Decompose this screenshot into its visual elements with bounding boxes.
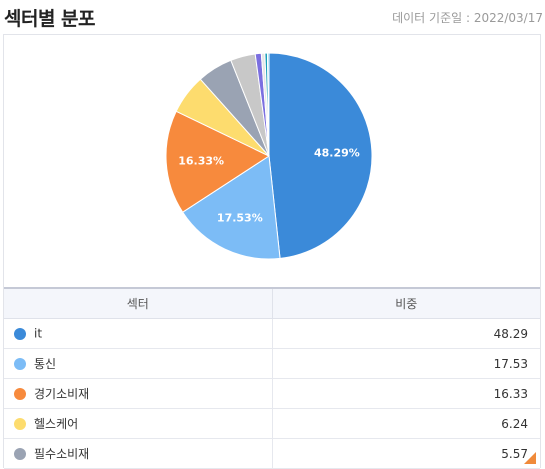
- pie-slice[interactable]: [266, 52, 270, 157]
- pie-chart-svg: 48.29% 17.53% 16.33%: [165, 52, 373, 260]
- slice-data-label: 16.33%: [178, 154, 224, 167]
- slice-data-label: 17.53%: [217, 211, 263, 224]
- slice-data-label: 48.29%: [314, 146, 360, 159]
- legend-dot-icon: [14, 327, 26, 340]
- sector-cell: 경기소비재: [4, 378, 273, 409]
- pie-slice[interactable]: [268, 52, 373, 259]
- table-row: 헬스케어 6.24: [4, 408, 540, 439]
- table-row: 경기소비재 16.33: [4, 378, 540, 409]
- legend-dot-icon: [14, 447, 26, 460]
- weight-cell: 17.53: [272, 348, 540, 379]
- table-row: 통신 17.53: [4, 348, 540, 379]
- sector-name: 필수소비재: [34, 447, 90, 461]
- sector-name: 헬스케어: [34, 417, 79, 431]
- weight-cell: 6.24: [272, 408, 540, 439]
- sector-name: 경기소비재: [34, 387, 90, 401]
- sector-cell: it: [4, 318, 273, 349]
- weight-cell: 5.57: [272, 438, 540, 469]
- page-title: 섹터별 분포: [4, 8, 96, 30]
- sector-distribution-card: 48.29% 17.53% 16.33% 섹터 비중 it 48.29 통신 17.53 경…: [3, 34, 541, 469]
- sector-pie-chart: 48.29% 17.53% 16.33%: [4, 35, 540, 287]
- resize-corner-icon[interactable]: [524, 452, 536, 464]
- sector-name: it: [34, 326, 43, 341]
- pie-slice[interactable]: [165, 110, 271, 213]
- data-reference-date: 데이터 기준일 : 2022/03/17: [392, 11, 543, 25]
- weight-cell: 48.29: [272, 318, 540, 349]
- column-header-weight: 비중: [272, 287, 540, 319]
- sector-name: 통신: [34, 357, 57, 371]
- legend-dot-icon: [14, 387, 26, 400]
- table-row: 필수소비재 5.57: [4, 438, 540, 469]
- sector-table: 섹터 비중 it 48.29 통신 17.53 경기소비재 16.33 헬스케어 6.24 필수…: [4, 287, 540, 469]
- table-header-row: 섹터 비중: [4, 287, 540, 319]
- sector-cell: 헬스케어: [4, 408, 273, 439]
- weight-cell: 16.33: [272, 378, 540, 409]
- table-row: it 48.29: [4, 318, 540, 349]
- page-header: 섹터별 분포 데이터 기준일 : 2022/03/17: [0, 0, 545, 34]
- sector-cell: 통신: [4, 348, 273, 379]
- column-header-sector: 섹터: [4, 287, 273, 319]
- pie-slice[interactable]: [181, 155, 281, 260]
- legend-dot-icon: [14, 357, 26, 370]
- sector-cell: 필수소비재: [4, 438, 273, 469]
- legend-dot-icon: [14, 417, 26, 430]
